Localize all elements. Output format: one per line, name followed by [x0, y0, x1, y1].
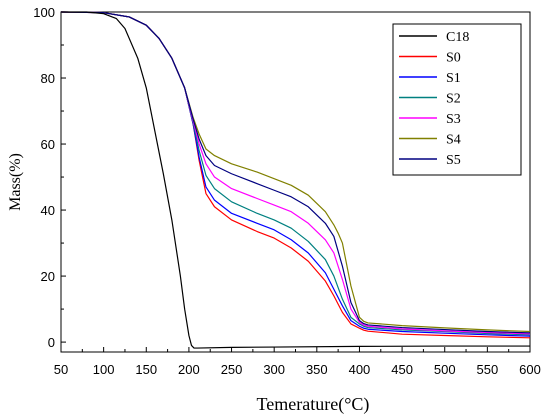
x-tick-label: 500: [434, 362, 456, 377]
legend-items: C18 S0 S1 S2 S3 S4 S5: [399, 30, 469, 168]
x-tick-label: 450: [391, 362, 413, 377]
legend-label-s5: S5: [446, 153, 461, 168]
x-axis-ticks: [60, 347, 531, 352]
x-tick-label: 600: [519, 362, 541, 377]
y-axis-title: Mass(%): [7, 153, 24, 211]
x-axis-tick-labels: 50 100 150 200 250 300 350 400 450 500 550 600: [54, 362, 541, 377]
series-line-c18: [61, 11, 530, 349]
x-tick-label: 250: [221, 362, 243, 377]
series-line-s5: [60, 11, 531, 334]
y-axis-ticks: [61, 11, 66, 343]
x-tick-label: 50: [54, 362, 68, 377]
legend: C18 S0 S1 S2 S3 S4 S5: [392, 23, 522, 176]
x-tick-label: 100: [93, 362, 115, 377]
y-tick-label: 60: [41, 137, 55, 152]
x-tick-label: 150: [135, 362, 157, 377]
y-tick-label: 20: [41, 269, 55, 284]
series-lines: [60, 11, 531, 349]
legend-label-s2: S2: [446, 92, 461, 107]
y-tick-label: 100: [33, 5, 55, 20]
x-tick-label: 300: [263, 362, 285, 377]
x-axis-title: Temerature(°C): [257, 394, 370, 415]
x-tick-label: 350: [306, 362, 328, 377]
y-tick-label: 0: [48, 335, 55, 350]
y-axis-tick-labels: 0 20 40 60 80 100: [33, 5, 55, 350]
legend-box: [392, 23, 522, 176]
y-tick-label: 40: [41, 203, 55, 218]
legend-label-c18: C18: [446, 30, 469, 45]
x-tick-label: 200: [178, 362, 200, 377]
legend-label-s0: S0: [446, 51, 461, 66]
legend-label-s1: S1: [446, 71, 461, 86]
legend-label-s3: S3: [446, 112, 461, 127]
x-tick-label: 400: [349, 362, 371, 377]
y-tick-label: 80: [41, 71, 55, 86]
legend-label-s4: S4: [446, 133, 461, 148]
x-tick-label: 550: [477, 362, 499, 377]
